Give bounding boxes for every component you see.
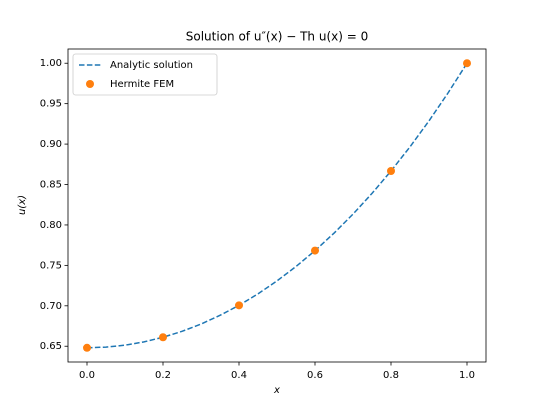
x-tick-label: 0.6	[307, 370, 323, 381]
data-point	[159, 333, 167, 342]
data-point	[311, 246, 319, 255]
x-tick-label: 0.2	[155, 370, 171, 381]
data-point	[235, 301, 243, 310]
y-tick-label: 0.75	[40, 260, 62, 271]
y-tick-label: 0.85	[40, 180, 62, 191]
y-tick-label: 1.00	[40, 58, 62, 69]
x-axis-label: x	[273, 385, 280, 396]
y-tick-label: 0.80	[40, 220, 62, 231]
data-point	[83, 343, 91, 352]
line	[86, 62, 468, 349]
x-tick-label: 0.0	[79, 370, 95, 381]
plot-area	[67, 48, 487, 363]
legend-marker	[86, 80, 94, 88]
legend-label: Analytic solution	[110, 60, 193, 71]
legend-box	[72, 53, 218, 96]
chart-title: Solution of u″(x) − Th u(x) = 0	[186, 30, 368, 44]
x-tick-label: 0.4	[231, 370, 247, 381]
x-tick-label: 0.8	[383, 370, 399, 381]
data-point	[387, 167, 395, 176]
x-tick-label: 1.0	[459, 370, 475, 381]
legend-label: Hermite FEM	[110, 79, 174, 90]
y-tick-label: 0.95	[40, 99, 62, 110]
y-tick-label: 0.90	[40, 139, 62, 150]
y-axis-label: u(x)	[17, 195, 28, 215]
data-point	[463, 59, 471, 68]
y-tick-label: 0.70	[40, 301, 62, 312]
y-tick-label: 0.65	[40, 341, 62, 352]
